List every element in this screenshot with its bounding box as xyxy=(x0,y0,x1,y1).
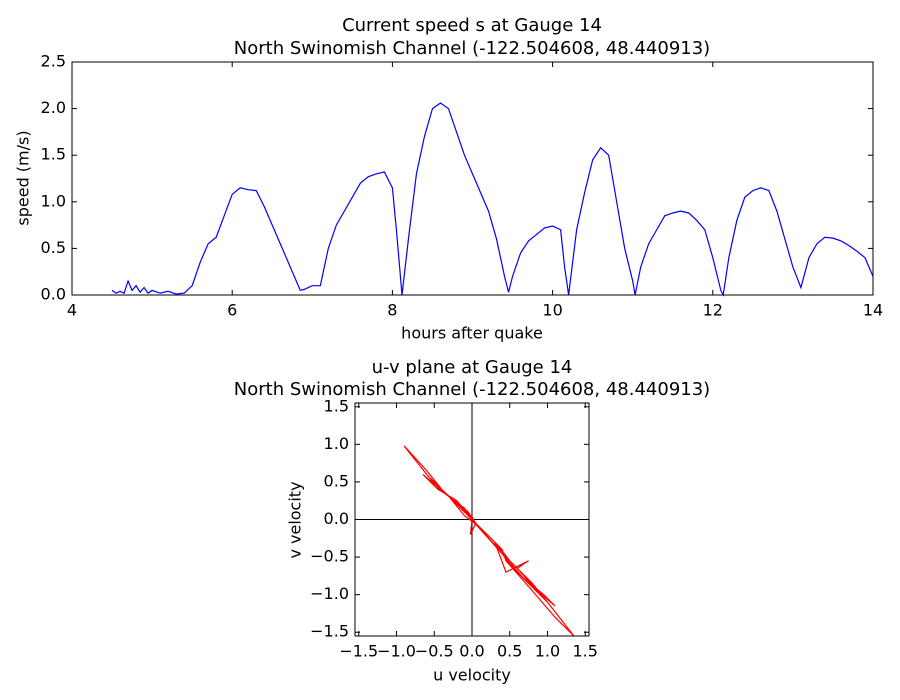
x-tick-label: 4 xyxy=(67,301,77,320)
x-tick-label: 14 xyxy=(863,301,883,320)
y-tick-label: 1.0 xyxy=(324,434,349,453)
x-tick-label: −1.5 xyxy=(339,642,378,661)
chart-subtitle: North Swinomish Channel (-122.504608, 48… xyxy=(234,379,710,400)
chart-subtitle: North Swinomish Channel (-122.504608, 48… xyxy=(234,38,710,59)
x-tick-label: −1.0 xyxy=(377,642,416,661)
y-tick-label: −0.5 xyxy=(310,547,349,566)
y-tick-label: 1.5 xyxy=(41,145,66,164)
x-tick-label: 12 xyxy=(703,301,723,320)
y-tick-label: 2.0 xyxy=(41,98,66,117)
x-tick-label: 6 xyxy=(227,301,237,320)
x-axis-label: u velocity xyxy=(433,666,511,685)
y-tick-label: 0.0 xyxy=(41,285,66,304)
y-tick-label: 0.0 xyxy=(324,509,349,528)
plot-frame xyxy=(71,61,874,296)
y-axis-label: speed (m/s) xyxy=(14,130,33,225)
chart-title: u-v plane at Gauge 14 xyxy=(372,357,573,378)
x-axis-label: hours after quake xyxy=(401,324,543,343)
y-tick-label: 0.5 xyxy=(324,471,349,490)
y-tick-label: −1.0 xyxy=(310,584,349,603)
y-axis-label: v velocity xyxy=(286,481,305,558)
x-tick-label: 0.0 xyxy=(459,642,484,661)
x-tick-label: −0.5 xyxy=(415,642,454,661)
y-tick-label: 1.0 xyxy=(41,191,66,210)
y-tick-label: 2.5 xyxy=(41,52,66,71)
x-tick-label: 1.0 xyxy=(535,642,560,661)
y-tick-label: 0.5 xyxy=(41,238,66,257)
y-tick-label: −1.5 xyxy=(310,622,349,641)
x-tick-label: 8 xyxy=(387,301,397,320)
x-tick-label: 0.5 xyxy=(497,642,522,661)
x-tick-label: 10 xyxy=(542,301,562,320)
data-line xyxy=(111,102,874,297)
data-line xyxy=(403,445,575,637)
x-tick-label: 1.5 xyxy=(572,642,597,661)
y-tick-label: 1.5 xyxy=(324,396,349,415)
chart-title: Current speed s at Gauge 14 xyxy=(342,15,602,36)
